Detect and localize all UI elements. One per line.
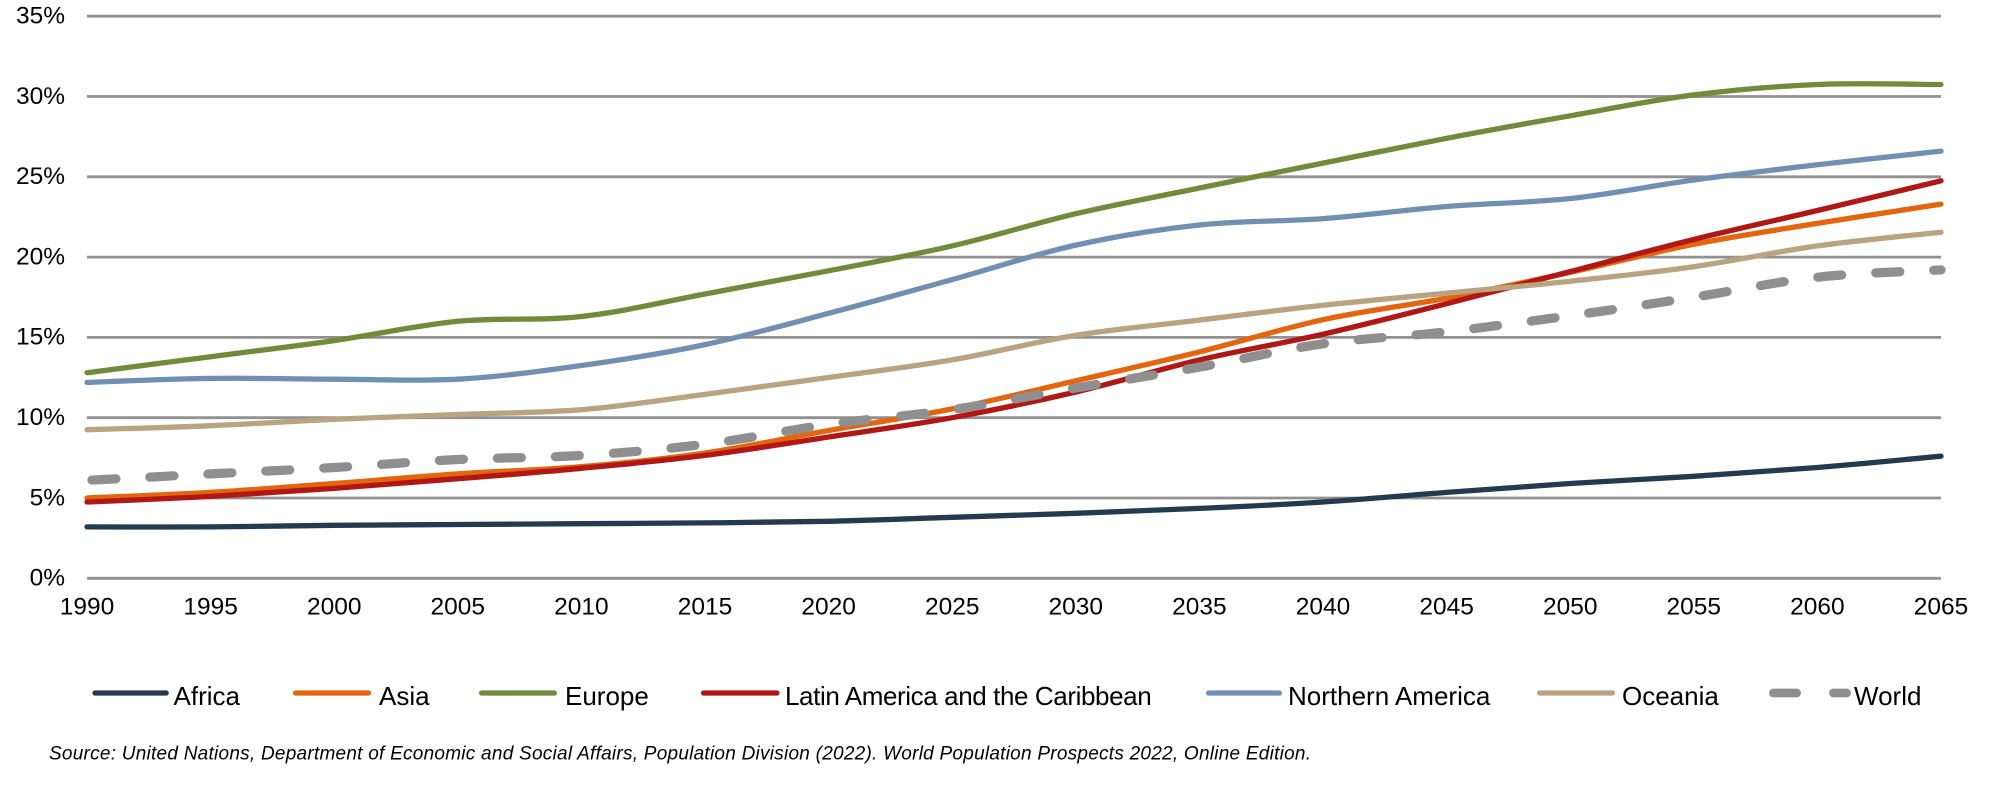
svg-text:2055: 2055 [1667,594,1722,621]
svg-text:35%: 35% [16,3,65,30]
svg-text:2040: 2040 [1296,594,1351,621]
svg-text:20%: 20% [16,243,65,270]
svg-text:World: World [1854,681,1921,711]
svg-text:Asia: Asia [379,681,430,711]
svg-text:2045: 2045 [1419,594,1474,621]
svg-text:30%: 30% [16,83,65,110]
svg-text:5%: 5% [30,484,65,511]
svg-text:Source: United Nations, Depart: Source: United Nations, Department of Ec… [49,744,1311,765]
svg-text:Northern America: Northern America [1288,681,1491,711]
svg-text:Africa: Africa [174,681,241,711]
svg-text:25%: 25% [16,163,65,190]
svg-text:2050: 2050 [1543,594,1598,621]
svg-text:Europe: Europe [565,681,649,711]
svg-text:2060: 2060 [1790,594,1845,621]
svg-text:2005: 2005 [431,594,486,621]
svg-text:2025: 2025 [925,594,980,621]
svg-text:2065: 2065 [1914,594,1969,621]
svg-text:10%: 10% [16,404,65,431]
svg-text:1995: 1995 [183,594,238,621]
svg-text:Oceania: Oceania [1622,681,1719,711]
svg-text:2010: 2010 [554,594,609,621]
svg-text:2035: 2035 [1172,594,1227,621]
svg-text:2030: 2030 [1049,594,1104,621]
svg-text:2000: 2000 [307,594,362,621]
svg-text:2015: 2015 [678,594,733,621]
svg-text:2020: 2020 [801,594,856,621]
svg-text:15%: 15% [16,324,65,351]
svg-text:1990: 1990 [60,594,115,621]
svg-text:0%: 0% [30,565,65,592]
svg-text:Latin America and the Caribbea: Latin America and the Caribbean [785,681,1151,711]
